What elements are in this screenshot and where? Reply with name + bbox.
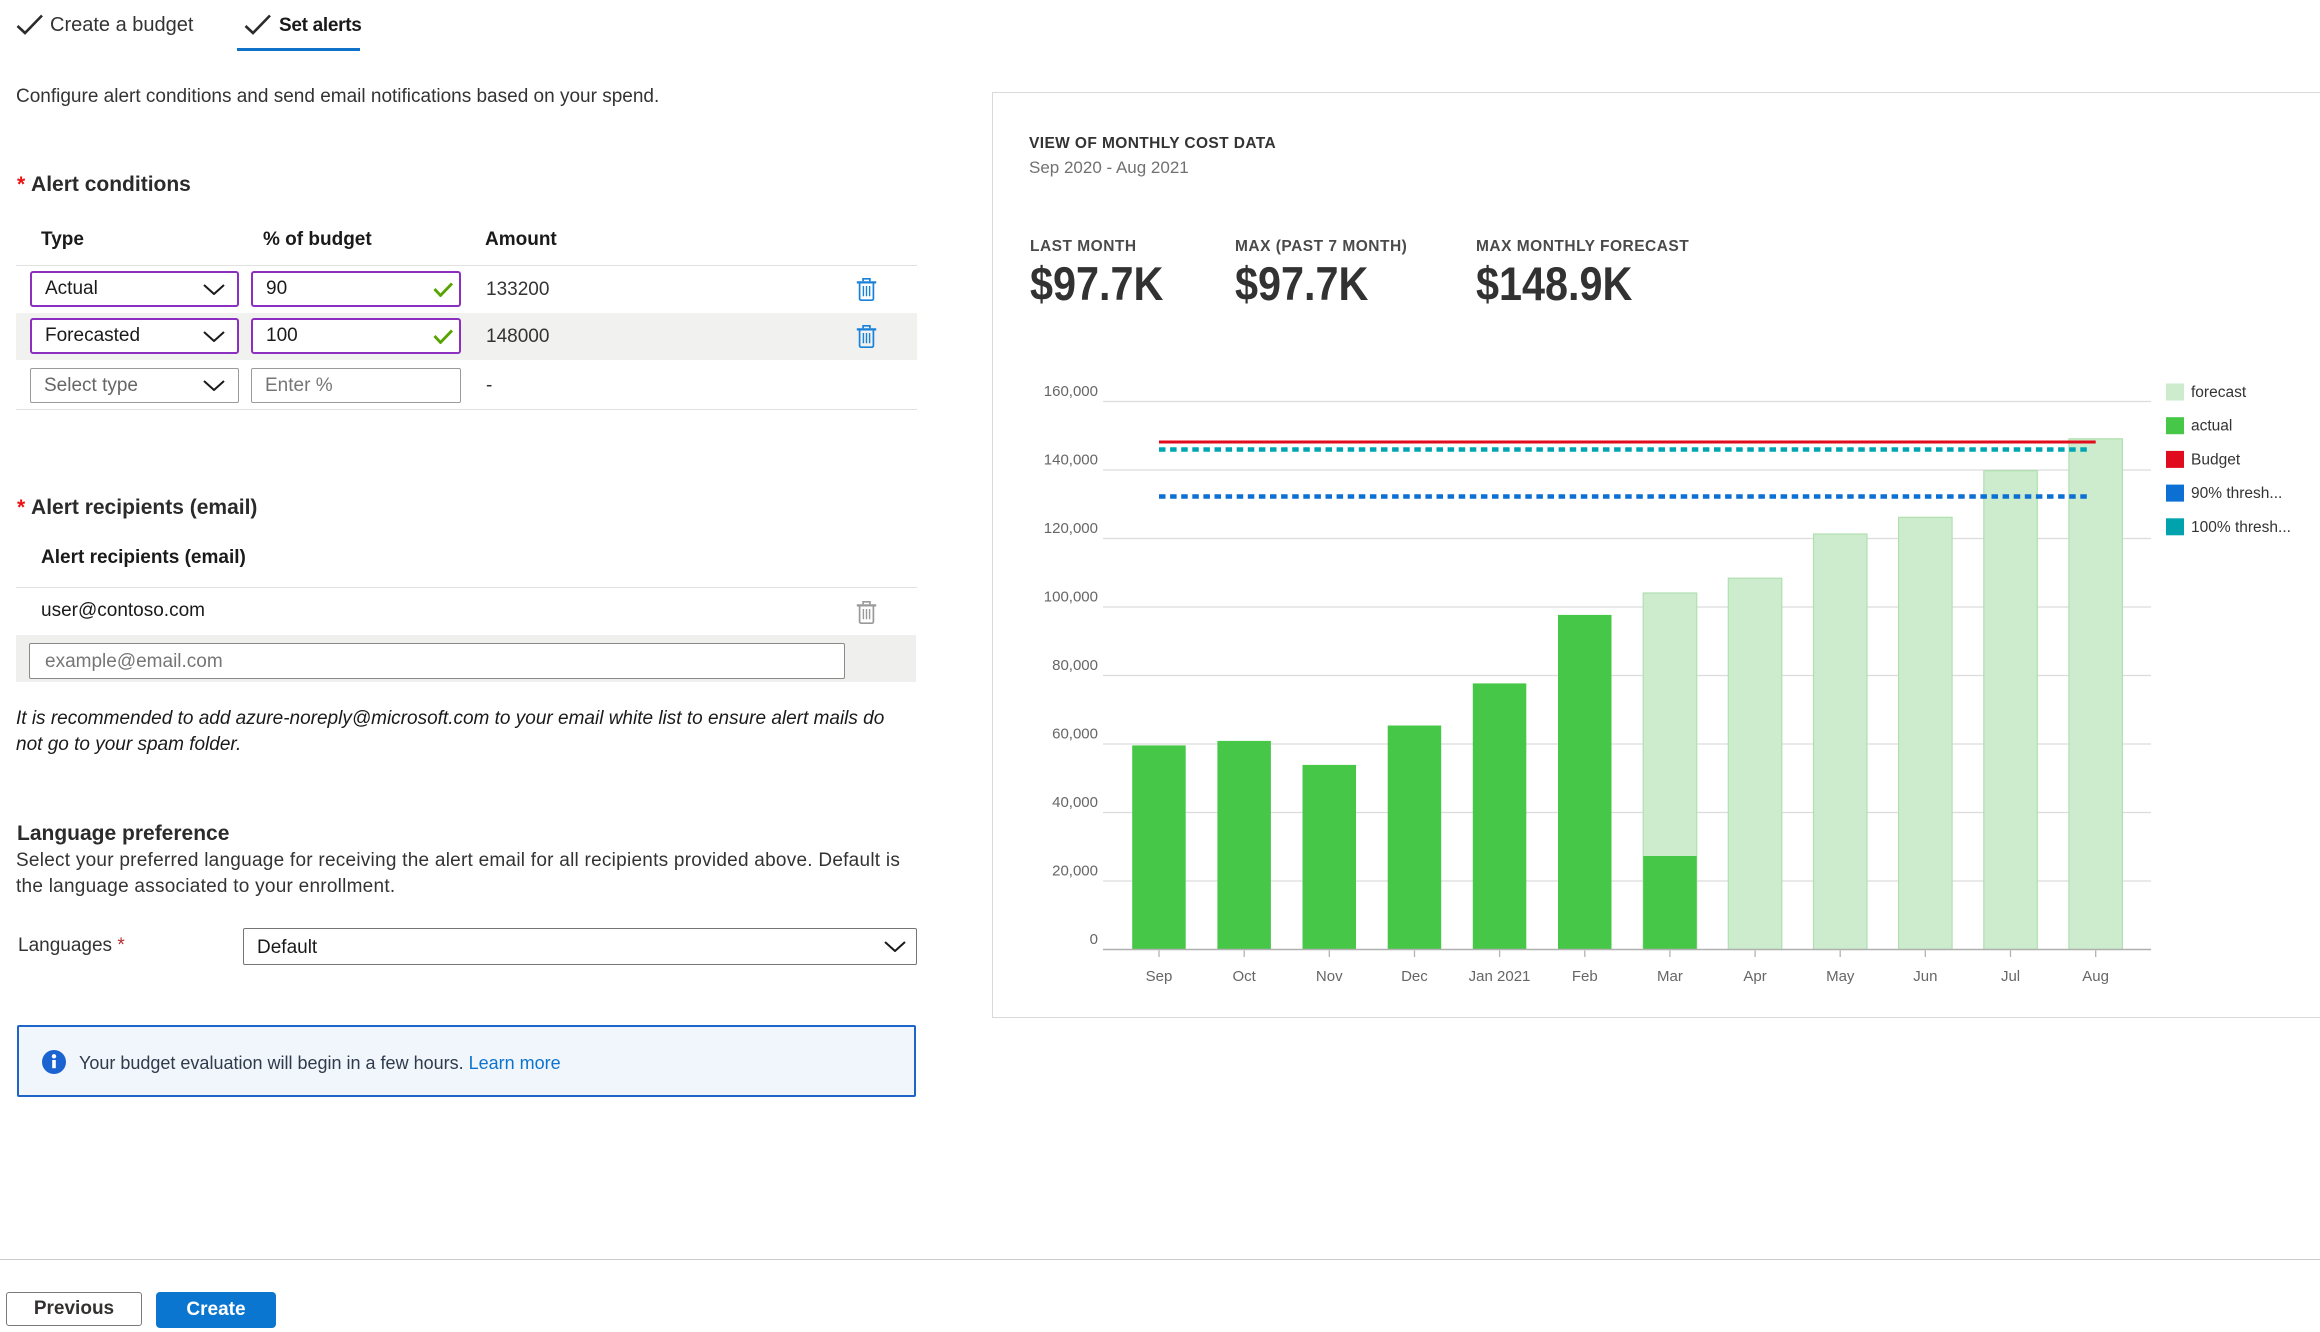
svg-text:Aug: Aug — [2082, 968, 2109, 985]
svg-text:Jul: Jul — [2001, 968, 2020, 985]
svg-text:90% thresh...: 90% thresh... — [2191, 485, 2282, 502]
svg-text:60,000: 60,000 — [1052, 726, 1098, 743]
svg-text:forecast: forecast — [2191, 384, 2247, 401]
svg-text:160,000: 160,000 — [1044, 383, 1098, 400]
svg-text:100% thresh...: 100% thresh... — [2191, 519, 2291, 536]
svg-text:Nov: Nov — [1316, 968, 1343, 985]
svg-text:40,000: 40,000 — [1052, 794, 1098, 811]
svg-text:Budget: Budget — [2191, 451, 2241, 468]
svg-text:May: May — [1826, 968, 1855, 985]
svg-text:Oct: Oct — [1232, 968, 1256, 985]
svg-text:Mar: Mar — [1657, 968, 1683, 985]
svg-text:Jun: Jun — [1913, 968, 1937, 985]
svg-text:140,000: 140,000 — [1044, 452, 1098, 469]
svg-text:Jan 2021: Jan 2021 — [1469, 968, 1531, 985]
svg-text:Dec: Dec — [1401, 968, 1428, 985]
svg-text:120,000: 120,000 — [1044, 520, 1098, 537]
svg-text:Sep: Sep — [1146, 968, 1173, 985]
svg-text:20,000: 20,000 — [1052, 863, 1098, 880]
svg-text:100,000: 100,000 — [1044, 589, 1098, 606]
svg-text:actual: actual — [2191, 418, 2232, 435]
svg-text:Apr: Apr — [1743, 968, 1766, 985]
svg-text:Feb: Feb — [1572, 968, 1598, 985]
svg-text:0: 0 — [1090, 931, 1098, 948]
svg-text:80,000: 80,000 — [1052, 657, 1098, 674]
